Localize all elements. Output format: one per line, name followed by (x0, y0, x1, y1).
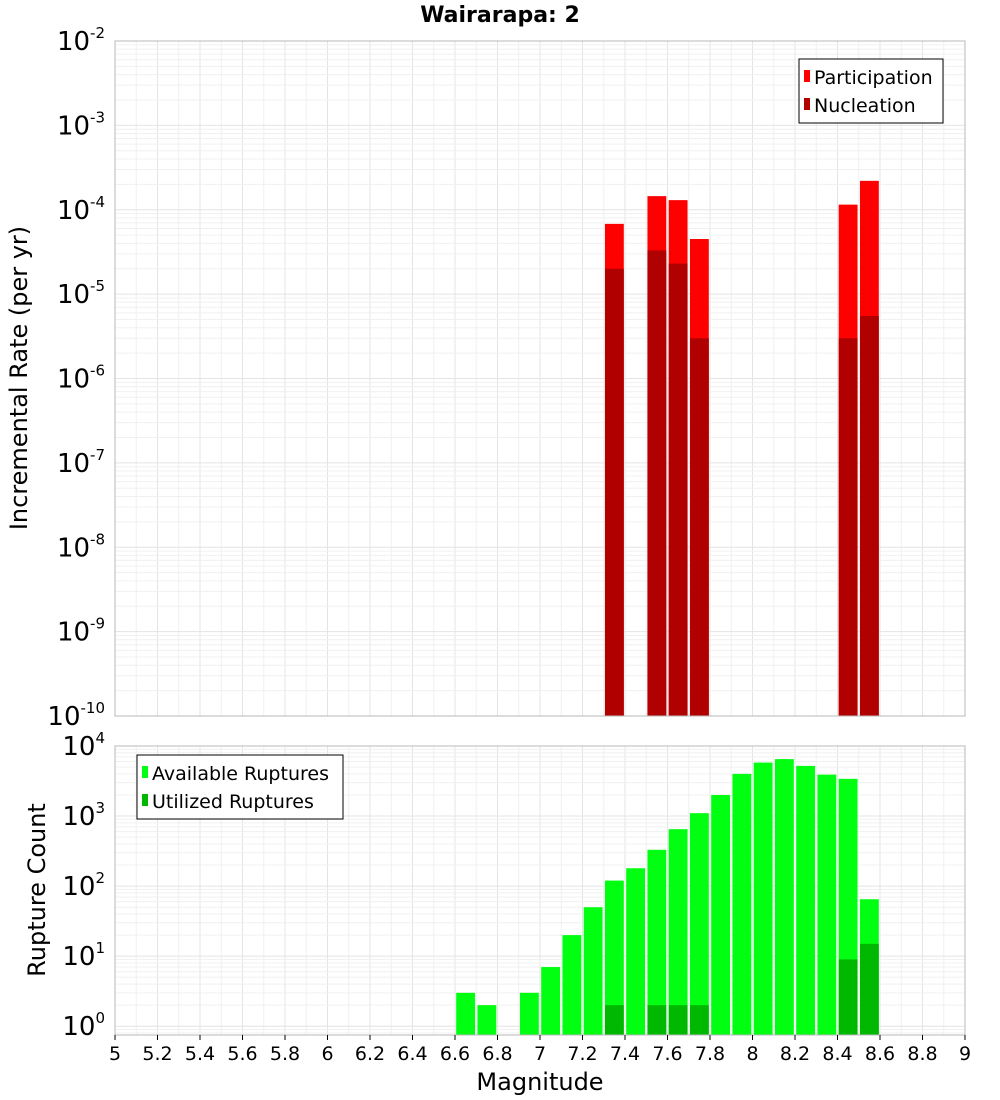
x-tick-label: 8.6 (865, 1043, 895, 1065)
bottom-bar-0 (774, 759, 794, 1035)
top-y-axis-label: Incremental Rate (per yr) (5, 226, 33, 530)
bottom-bar-1 (604, 1005, 624, 1035)
bottom-bar-1 (668, 1005, 688, 1035)
top-bar-1 (859, 316, 879, 716)
bottom-bar-1 (838, 959, 858, 1035)
bottom-bar-0 (541, 967, 561, 1035)
x-tick-label: 7 (534, 1043, 546, 1065)
bottom-legend-swatch (142, 794, 148, 806)
top-y-tick-label: 10-2 (57, 24, 105, 57)
top-y-tick-label: 10-3 (57, 108, 105, 141)
bottom-bar-0 (647, 849, 667, 1035)
bottom-bar-0 (711, 794, 731, 1035)
bottom-legend: Available Ruptures Utilized Ruptures (136, 754, 344, 820)
bottom-bar-0 (732, 773, 752, 1035)
bottom-bar-0 (817, 774, 837, 1035)
x-tick-label: 7.2 (567, 1043, 597, 1065)
bottom-bar-0 (626, 868, 646, 1035)
top-y-tick-label: 10-9 (57, 615, 105, 648)
x-tick-label: 6.4 (397, 1043, 427, 1065)
top-bar-1 (689, 338, 709, 716)
top-bar-1 (604, 268, 624, 716)
top-bar-1 (647, 250, 667, 717)
top-plot-frame (114, 40, 966, 717)
chart-title: Wairarapa: 2 (420, 3, 580, 28)
top-legend-swatch (804, 98, 810, 110)
bottom-legend-box (136, 754, 344, 820)
x-tick-label: 8.4 (822, 1043, 852, 1065)
top-legend-label: Nucleation (814, 95, 916, 117)
bottom-y-tick-label: 103 (62, 799, 105, 832)
top-legend: Participation Nucleation (798, 58, 944, 124)
bottom-bar-1 (689, 1005, 709, 1035)
top-legend-swatch (804, 70, 810, 82)
top-bar-1 (838, 338, 858, 716)
bottom-y-tick-label: 101 (62, 939, 105, 972)
x-tick-label: 8.8 (907, 1043, 937, 1065)
rupture-count-panel: 100 101 102 103 104 5 5.2 5.4 5.6 5.8 6 6.2 6.4 6.6 6… (23, 729, 971, 1096)
top-legend-label: Participation (814, 67, 933, 89)
top-y-tick-label: 10-7 (57, 446, 105, 479)
x-tick-label: 9 (959, 1043, 971, 1065)
x-tick-label: 8.2 (780, 1043, 810, 1065)
bottom-bar-0 (456, 992, 476, 1035)
top-y-tick-label: 10-5 (57, 277, 105, 310)
x-tick-label: 7.4 (610, 1043, 640, 1065)
bottom-bar-0 (562, 935, 582, 1035)
top-bar-1 (668, 263, 688, 716)
top-y-tick-label: 10-6 (57, 362, 105, 395)
x-tick-label: 6.2 (355, 1043, 385, 1065)
bottom-bar-1 (647, 1005, 667, 1035)
bottom-y-tick-label: 100 (62, 1009, 105, 1042)
bottom-y-tick-label: 104 (62, 729, 105, 762)
x-tick-label: 5.4 (185, 1043, 215, 1065)
bottom-legend-label: Available Ruptures (152, 763, 329, 785)
x-tick-label: 5.2 (142, 1043, 172, 1065)
x-axis-label: Magnitude (476, 1068, 603, 1096)
bottom-bar-0 (753, 762, 773, 1035)
bottom-bar-0 (689, 813, 709, 1035)
bottom-bar-0 (668, 829, 688, 1035)
x-tick-label: 6 (321, 1043, 333, 1065)
bottom-bar-0 (796, 765, 816, 1035)
bottom-y-tick-label: 102 (62, 869, 105, 902)
incremental-rate-panel: 10-10 10-9 10-8 10-7 10-6 10-5 10-4 10-3 10-2 In… (5, 24, 966, 732)
bottom-legend-label: Utilized Ruptures (152, 791, 314, 813)
x-tick-label: 6.8 (482, 1043, 512, 1065)
x-tick-label: 5.8 (270, 1043, 300, 1065)
bottom-legend-swatch (142, 766, 148, 778)
x-tick-label: 5.6 (227, 1043, 257, 1065)
bottom-bar-0 (604, 880, 624, 1035)
bottom-bar-1 (859, 943, 879, 1035)
x-tick-label: 7.8 (695, 1043, 725, 1065)
bottom-bar-0 (519, 992, 539, 1035)
bottom-bar-0 (583, 907, 603, 1035)
bottom-bar-0 (477, 1005, 497, 1035)
top-y-tick-label: 10-8 (57, 530, 105, 563)
top-y-tick-label: 10-4 (57, 193, 105, 226)
bottom-y-axis-label: Rupture Count (23, 803, 51, 977)
top-legend-box (798, 58, 944, 124)
top-y-tick-label: 10-10 (47, 699, 105, 732)
x-tick-label: 5 (109, 1043, 121, 1065)
x-tick-label: 8 (746, 1043, 758, 1065)
x-tick-label: 6.6 (440, 1043, 470, 1065)
x-tick-label: 7.6 (652, 1043, 682, 1065)
